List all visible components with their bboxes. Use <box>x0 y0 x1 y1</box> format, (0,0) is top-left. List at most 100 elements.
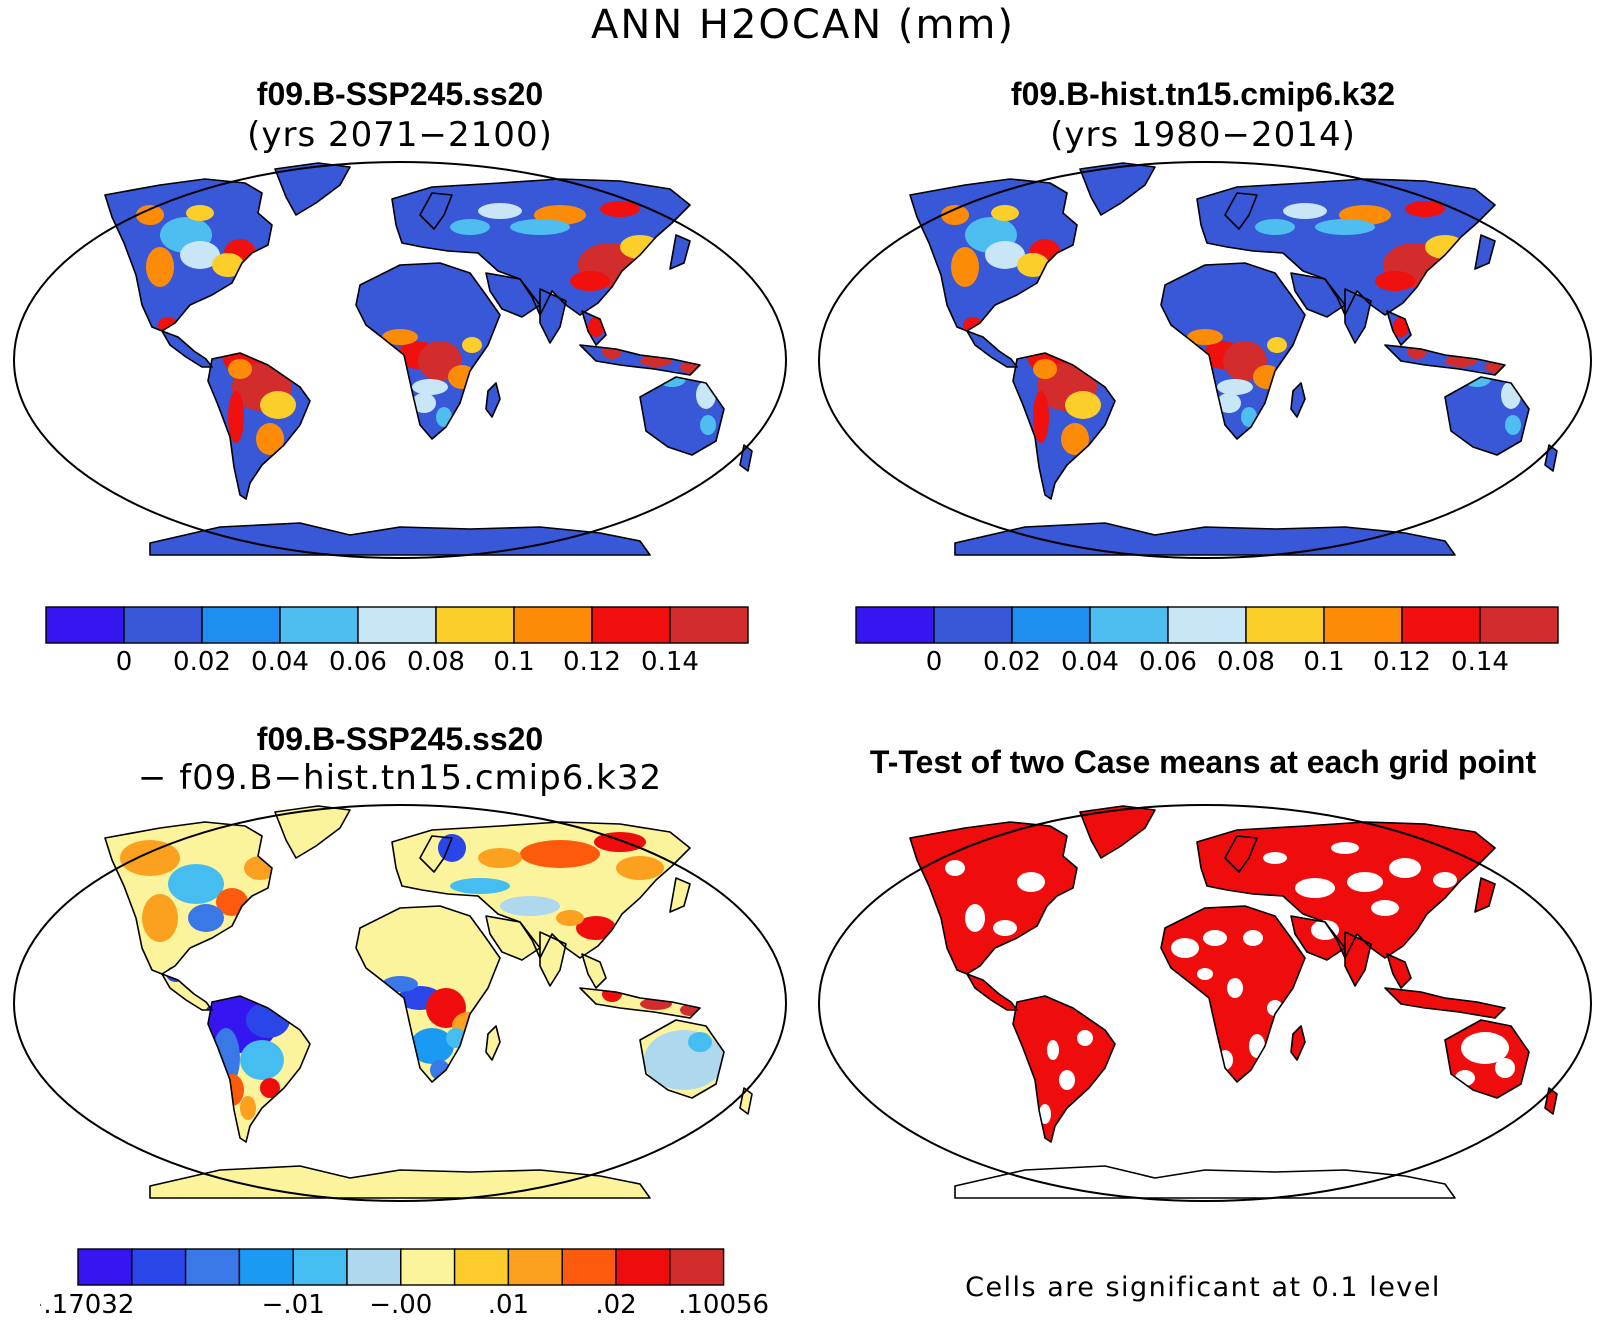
insignificant-patch <box>1461 1032 1509 1064</box>
insignificant-patch <box>1203 930 1227 946</box>
field-patch <box>188 904 224 932</box>
coast-eurasia <box>391 178 691 316</box>
colorbar-box <box>77 1248 133 1286</box>
field-patch <box>228 359 252 379</box>
map-frame <box>13 804 787 1202</box>
field-patch <box>462 337 482 353</box>
panel3-map <box>0 798 800 1212</box>
coast-eurasia <box>1196 178 1496 316</box>
colorbar-box <box>1245 606 1325 644</box>
panel1-subtitle: (yrs 2071−2100) <box>247 115 553 155</box>
field-patch <box>985 241 1025 269</box>
panel2-title: f09.B-hist.tn15.cmip6.k32 <box>1010 76 1396 112</box>
field-patch <box>228 391 244 443</box>
field-patch <box>991 205 1019 221</box>
colorbar-label: .01 <box>488 1290 529 1320</box>
colorbar-box <box>400 1248 456 1286</box>
field-patch <box>1061 423 1089 455</box>
insignificant-patch <box>945 860 965 876</box>
coast-africa <box>355 905 501 1083</box>
figure-title: ANN H2OCAN (mm) <box>590 2 1015 48</box>
colorbar-label: −.00 <box>369 1290 432 1320</box>
colorbar-label: 0.04 <box>1061 647 1119 676</box>
field-patch <box>450 878 510 894</box>
coastlines <box>909 805 1558 1199</box>
coast-north-america <box>909 178 1078 332</box>
coast-madagascar <box>1290 1025 1306 1061</box>
colorbar-label: 0.06 <box>329 647 387 676</box>
coast-greenland <box>274 805 351 859</box>
coast-antarctica <box>149 522 651 556</box>
coast-north-america <box>909 821 1078 975</box>
field-patch <box>1393 317 1409 337</box>
field-patch <box>1217 393 1241 413</box>
colorbar-box <box>1167 606 1247 644</box>
field-patch <box>1033 391 1049 443</box>
coast-africa <box>355 262 501 440</box>
coast-eurasia <box>1196 821 1496 959</box>
coast-indonesia <box>1384 987 1506 1019</box>
colorbar-box <box>184 1248 241 1286</box>
coast-central-america <box>161 330 213 368</box>
coast-japan <box>669 234 691 270</box>
coast-south-america <box>1012 995 1116 1143</box>
coast-madagascar <box>1290 382 1306 418</box>
insignificant-patch <box>1039 1104 1051 1124</box>
insignificant-patch <box>1059 1070 1075 1090</box>
field-patch <box>478 203 522 219</box>
coast-arabia <box>485 915 541 961</box>
panel3-subtitle: − f09.B−hist.tn15.cmip6.k32 <box>137 758 663 798</box>
colorbar-label: 0.14 <box>1451 647 1509 676</box>
colorbar-box <box>855 606 935 644</box>
field-patch <box>256 423 284 455</box>
panel2-colorbar: 0 0.02 0.04 0.06 0.08 0.1 0.12 0.14 <box>852 606 1572 680</box>
field-patch <box>136 205 164 225</box>
panel1-map <box>0 155 800 569</box>
coast-indonesia <box>1384 344 1506 376</box>
coast-south-america <box>1012 352 1116 500</box>
panel3-title: f09.B-SSP245.ss20 <box>256 721 544 757</box>
field-patch <box>1375 271 1415 291</box>
coast-madagascar <box>485 382 501 418</box>
coast-australia <box>1444 376 1530 456</box>
colorbar-box <box>1401 606 1481 644</box>
colorbar-box <box>1323 606 1403 644</box>
coast-new-zealand <box>1544 1087 1558 1115</box>
colorbar-label: 0.06 <box>1139 647 1197 676</box>
colorbar-box <box>1011 606 1091 644</box>
field-patch <box>478 848 522 868</box>
coast-africa <box>1160 905 1306 1083</box>
field-patch <box>1405 201 1445 217</box>
coast-new-zealand <box>1544 444 1558 472</box>
panel4-map <box>805 798 1605 1212</box>
colorbar-box <box>292 1248 348 1286</box>
colorbar-label: 0.02 <box>173 647 231 676</box>
field-patch <box>412 379 448 395</box>
colorbar-box <box>561 1248 617 1286</box>
insignificant-patch <box>1077 1030 1093 1046</box>
colorbar-box <box>669 606 749 644</box>
coast-japan <box>1474 234 1496 270</box>
coast-india <box>1344 288 1372 344</box>
map-frame <box>818 804 1592 1202</box>
colorbar-box <box>615 1248 671 1286</box>
significance-note: Cells are significant at 0.1 level <box>965 1272 1441 1303</box>
coast-india <box>539 288 567 344</box>
field-patch <box>520 840 600 868</box>
panel2-subtitle: (yrs 1980−2014) <box>1050 115 1356 155</box>
colorbar-label: 0.1 <box>1303 647 1344 676</box>
field-patch <box>180 241 220 269</box>
coast-south-america <box>207 352 311 500</box>
coast-se-asia <box>581 310 607 346</box>
colorbar-label: 0.08 <box>407 647 465 676</box>
field-patch <box>688 1032 712 1052</box>
field-patch <box>1505 415 1521 435</box>
field-patch <box>240 1040 284 1080</box>
coast-japan <box>1474 877 1496 913</box>
coast-indonesia <box>579 987 701 1019</box>
field-patch <box>941 205 969 225</box>
colorbar-box <box>357 606 437 644</box>
colorbar-box <box>131 1248 187 1286</box>
colorbar-box <box>507 1248 563 1286</box>
insignificant-patch <box>1227 978 1243 998</box>
